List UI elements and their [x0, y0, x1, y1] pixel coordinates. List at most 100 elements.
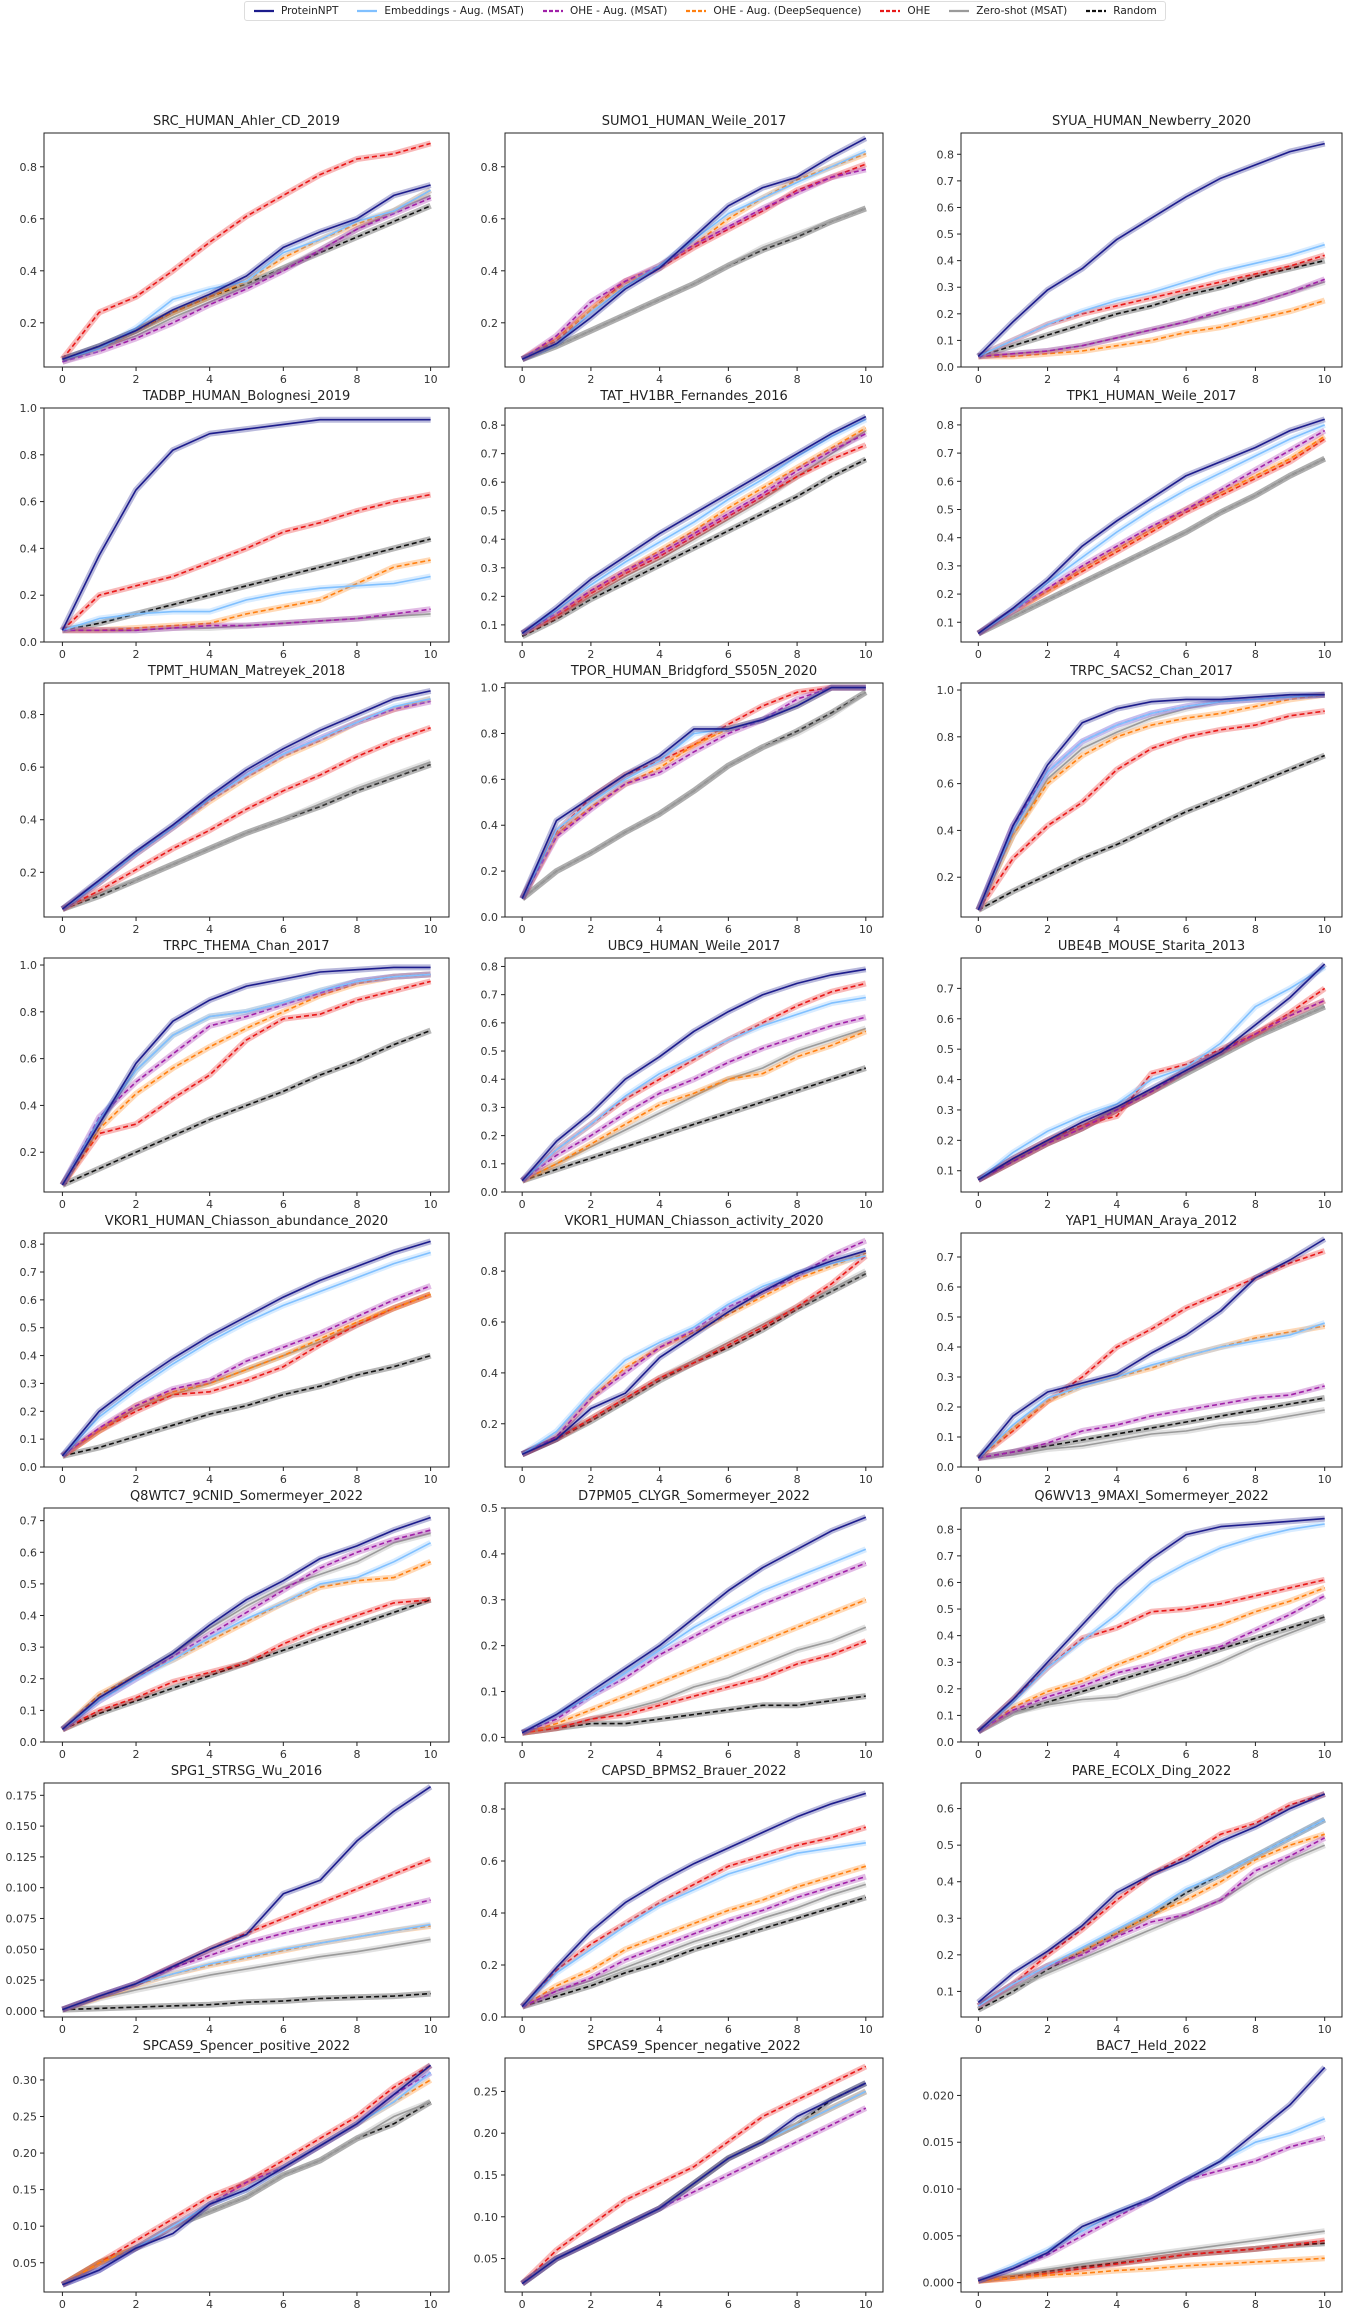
x-tick-label: 10: [424, 2298, 438, 2311]
y-tick-label: 0.5: [20, 1578, 38, 1591]
legend-swatch: [542, 9, 563, 13]
y-tick-label: 0.6: [481, 213, 499, 226]
y-tick-label: 0.2: [20, 866, 38, 879]
x-tick-label: 4: [1113, 648, 1120, 661]
legend-item-random: Random: [1085, 5, 1157, 17]
y-tick-label: 0.0: [481, 1186, 499, 1199]
subplot-q8wtc7-9cnid-somermeyer-2022: Q8WTC7_9CNID_Somermeyer_2022 0 2 4 6 8 10 0.0 0.…: [20, 1489, 450, 1761]
legend-item-embeddings-aug-msat: Embeddings - Aug. (MSAT): [356, 5, 524, 17]
series-line-zero-shot-msat: [977, 1844, 1326, 2007]
x-tick-label: 4: [656, 2023, 663, 2036]
axes-frame: [43, 2057, 450, 2293]
subplot-ube4b-mouse-starita-2013: UBE4B_MOUSE_Starita_2013 0 2 4 6 8 10 0.1 0.2 0.3…: [937, 939, 1343, 1211]
confidence-band-proteinnpt: [61, 182, 432, 363]
subplot-title: TRPC_THEMA_Chan_2017: [162, 939, 329, 954]
y-tick-label: 0.4: [937, 1876, 955, 1889]
x-tick-label: 0: [519, 373, 526, 386]
subplot-title: CAPSD_BPMS2_Brauer_2022: [602, 1764, 787, 1779]
y-tick-label: 0.2: [937, 1683, 955, 1696]
x-tick-label: 6: [725, 1748, 732, 1761]
x-tick-label: 6: [280, 923, 287, 936]
axes-frame: [43, 1782, 450, 2018]
series-line-random: [977, 1616, 1325, 1733]
y-tick-label: 0.0: [937, 1736, 955, 1749]
x-tick-label: 6: [1183, 1473, 1190, 1486]
x-tick-label: 6: [725, 923, 732, 936]
y-tick-label: 0.3: [937, 560, 955, 573]
series-line-zero-shot-msat: [61, 973, 431, 1186]
series-line-ohe-aug-deepsequence: [977, 1325, 1325, 1459]
x-tick-label: 10: [1318, 1748, 1332, 1761]
x-tick-label: 2: [133, 2023, 140, 2036]
x-tick-label: 10: [1318, 648, 1332, 661]
y-tick-label: 0.7: [937, 175, 955, 188]
subplot-title: SYUA_HUMAN_Newberry_2020: [1052, 114, 1251, 129]
series-line-ohe: [522, 1640, 867, 1734]
x-tick-label: 0: [975, 373, 982, 386]
x-tick-label: 4: [206, 923, 213, 936]
y-tick-label: 0.000: [923, 2277, 955, 2290]
confidence-band-zero-shot-msat: [520, 689, 868, 901]
x-tick-label: 6: [725, 1473, 732, 1486]
y-tick-label: 0.10: [13, 2220, 38, 2233]
y-tick-label: 0.7: [937, 982, 955, 995]
y-tick-label: 0.2: [481, 1130, 499, 1143]
x-tick-label: 0: [519, 2298, 526, 2311]
subplot-title: TRPC_SACS2_Chan_2017: [1069, 664, 1233, 679]
x-tick-label: 8: [1252, 1748, 1259, 1761]
subplot-title: SPCAS9_Spencer_negative_2022: [587, 2039, 800, 2054]
legend-item-proteinnpt: ProteinNPT: [253, 5, 338, 17]
x-tick-label: 6: [725, 2298, 732, 2311]
legend: ProteinNPT Embeddings - Aug. (MSAT) OHE - …: [244, 1, 1166, 21]
confidence-band-embeddings-aug-msat: [520, 2088, 868, 2287]
confidence-band-ohe: [975, 708, 1326, 912]
x-tick-label: 0: [519, 648, 526, 661]
y-tick-label: 0.5: [937, 1839, 955, 1852]
series-line-ohe-aug-msat: [978, 278, 1325, 358]
series-line-proteinnpt: [521, 137, 867, 360]
subplot-title: UBC9_HUMAN_Weile_2017: [608, 939, 781, 954]
y-tick-label: 0.6: [20, 1294, 38, 1307]
x-tick-label: 8: [794, 2023, 801, 2036]
y-tick-label: 0.4: [481, 1367, 499, 1380]
axes-frame: [960, 1507, 1343, 1743]
y-tick-label: 0.3: [937, 1371, 955, 1384]
y-tick-label: 0.0: [481, 2011, 499, 2024]
x-tick-label: 8: [1252, 1198, 1259, 1211]
x-tick-label: 0: [975, 648, 982, 661]
x-tick-label: 0: [59, 1748, 66, 1761]
series-line-embeddings-aug-msat: [977, 1322, 1325, 1459]
x-tick-label: 8: [794, 373, 801, 386]
legend-item-ohe: OHE: [879, 5, 930, 17]
x-tick-label: 0: [975, 923, 982, 936]
subplot-bac7-held-2022: BAC7_Held_2022 0 2 4 6 8 10 0.000 0.005 0.010 0.01…: [923, 2039, 1343, 2311]
x-tick-label: 2: [1044, 373, 1051, 386]
y-tick-label: 0.1: [937, 1709, 955, 1722]
x-tick-label: 0: [975, 2298, 982, 2311]
x-tick-label: 2: [133, 1748, 140, 1761]
y-tick-label: 0.1: [937, 1431, 955, 1444]
y-tick-label: 0.100: [6, 1882, 38, 1895]
y-tick-label: 0.8: [937, 1523, 955, 1536]
x-tick-label: 10: [424, 1748, 438, 1761]
series-line-proteinnpt: [62, 184, 431, 360]
subplot-spcas9-spencer-negative-2022: SPCAS9_Spencer_negative_2022 0 2 4 6 8 10 0.05 0…: [474, 2039, 884, 2311]
y-tick-label: 0.2: [937, 1949, 955, 1962]
series-line-proteinnpt: [521, 415, 867, 635]
axes-frame: [960, 132, 1343, 368]
y-tick-label: 0.0: [937, 361, 955, 374]
x-tick-label: 6: [280, 1198, 287, 1211]
y-tick-label: 0.005: [923, 2230, 955, 2243]
confidence-band-ohe-aug-deepsequence: [59, 971, 431, 1187]
y-tick-label: 0.6: [937, 1013, 955, 1026]
legend-swatch: [254, 9, 274, 13]
y-tick-label: 0.6: [20, 1546, 38, 1559]
y-tick-label: 0.0: [481, 911, 499, 924]
y-tick-label: 0.4: [20, 265, 38, 278]
y-tick-label: 0.6: [20, 496, 38, 509]
x-tick-label: 2: [1044, 648, 1051, 661]
y-tick-label: 0.20: [474, 2127, 499, 2140]
series-line-embeddings-aug-msat: [977, 693, 1325, 911]
x-tick-label: 0: [59, 2023, 66, 2036]
x-tick-label: 2: [133, 923, 140, 936]
